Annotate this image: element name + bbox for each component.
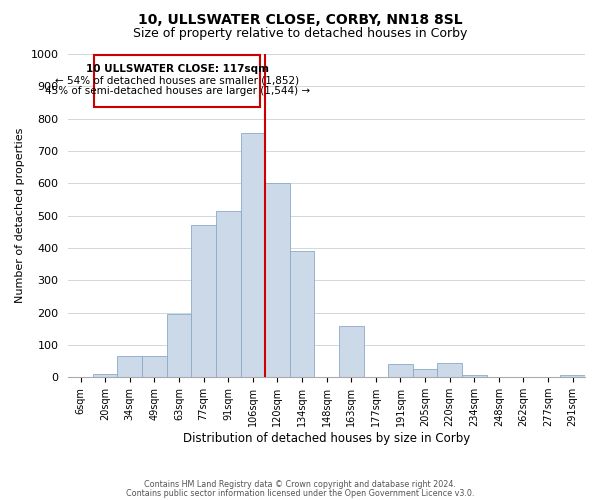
Bar (265, 184, 290, 377)
X-axis label: Distribution of detached houses by size in Corby: Distribution of detached houses by size … (183, 432, 470, 445)
Bar (339, 326, 364, 377)
Bar (560, 374, 585, 377)
Bar (118, 356, 142, 377)
Y-axis label: Number of detached properties: Number of detached properties (15, 128, 25, 304)
Bar (167, 314, 191, 377)
FancyBboxPatch shape (94, 54, 260, 108)
Bar (437, 362, 462, 377)
Text: 10 ULLSWATER CLOSE: 117sqm: 10 ULLSWATER CLOSE: 117sqm (86, 64, 269, 74)
Text: Contains HM Land Registry data © Crown copyright and database right 2024.: Contains HM Land Registry data © Crown c… (144, 480, 456, 489)
Bar (462, 374, 487, 377)
Bar (191, 226, 216, 377)
Bar (216, 211, 241, 377)
Bar (290, 251, 314, 377)
Bar (93, 374, 118, 377)
Bar (142, 356, 167, 377)
Bar (388, 364, 413, 377)
Text: Size of property relative to detached houses in Corby: Size of property relative to detached ho… (133, 28, 467, 40)
Text: Contains public sector information licensed under the Open Government Licence v3: Contains public sector information licen… (126, 488, 474, 498)
Text: 10, ULLSWATER CLOSE, CORBY, NN18 8SL: 10, ULLSWATER CLOSE, CORBY, NN18 8SL (137, 12, 463, 26)
Bar (241, 133, 265, 377)
Text: ← 54% of detached houses are smaller (1,852): ← 54% of detached houses are smaller (1,… (55, 75, 299, 85)
Bar (413, 369, 437, 377)
Text: 45% of semi-detached houses are larger (1,544) →: 45% of semi-detached houses are larger (… (44, 86, 310, 97)
